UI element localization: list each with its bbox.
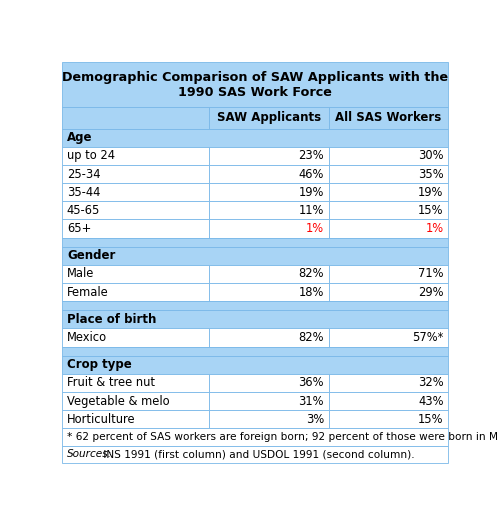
Text: Demographic Comparison of SAW Applicants with the
1990 SAS Work Force: Demographic Comparison of SAW Applicants… bbox=[62, 71, 448, 99]
Text: Horticulture: Horticulture bbox=[67, 413, 135, 426]
Text: up to 24: up to 24 bbox=[67, 149, 115, 162]
Text: 19%: 19% bbox=[298, 186, 324, 199]
Text: 35%: 35% bbox=[418, 167, 444, 180]
Text: 1%: 1% bbox=[425, 222, 444, 235]
Text: 1%: 1% bbox=[306, 222, 324, 235]
Text: 82%: 82% bbox=[298, 267, 324, 280]
Bar bbox=[329, 165, 448, 183]
Bar bbox=[62, 246, 448, 265]
Text: 19%: 19% bbox=[418, 186, 444, 199]
Bar bbox=[329, 219, 448, 238]
Text: Place of birth: Place of birth bbox=[67, 313, 156, 326]
Text: All SAS Workers: All SAS Workers bbox=[335, 111, 442, 124]
Bar bbox=[329, 265, 448, 283]
Text: Sources:: Sources: bbox=[67, 449, 112, 459]
Text: 30%: 30% bbox=[418, 149, 444, 162]
Text: Mexico: Mexico bbox=[67, 331, 107, 344]
Text: 15%: 15% bbox=[418, 204, 444, 217]
Bar bbox=[62, 62, 448, 107]
Bar bbox=[62, 301, 448, 310]
Text: 18%: 18% bbox=[298, 285, 324, 298]
Text: 29%: 29% bbox=[418, 285, 444, 298]
Bar bbox=[62, 446, 448, 463]
Bar bbox=[209, 392, 329, 410]
Text: Female: Female bbox=[67, 285, 109, 298]
Text: Fruit & tree nut: Fruit & tree nut bbox=[67, 376, 155, 389]
Text: 11%: 11% bbox=[298, 204, 324, 217]
Text: 71%: 71% bbox=[418, 267, 444, 280]
Bar bbox=[209, 219, 329, 238]
Bar bbox=[209, 329, 329, 347]
Text: 35-44: 35-44 bbox=[67, 186, 100, 199]
Text: 36%: 36% bbox=[298, 376, 324, 389]
Bar bbox=[62, 428, 448, 446]
Bar bbox=[209, 265, 329, 283]
Text: Gender: Gender bbox=[67, 249, 115, 262]
Bar bbox=[62, 183, 209, 201]
Bar bbox=[62, 107, 209, 128]
Bar bbox=[62, 329, 209, 347]
Text: 45-65: 45-65 bbox=[67, 204, 100, 217]
Bar bbox=[329, 392, 448, 410]
Text: Crop type: Crop type bbox=[67, 358, 131, 371]
Bar bbox=[209, 201, 329, 219]
Bar bbox=[62, 310, 448, 329]
Bar bbox=[62, 165, 209, 183]
Text: 15%: 15% bbox=[418, 413, 444, 426]
Text: 25-34: 25-34 bbox=[67, 167, 101, 180]
Bar bbox=[62, 265, 209, 283]
Text: 57%*: 57%* bbox=[412, 331, 444, 344]
Bar bbox=[329, 107, 448, 128]
Bar bbox=[62, 374, 209, 392]
Bar bbox=[329, 283, 448, 301]
Bar bbox=[209, 283, 329, 301]
Text: 31%: 31% bbox=[298, 395, 324, 408]
Text: SAW Applicants: SAW Applicants bbox=[217, 111, 321, 124]
Text: 43%: 43% bbox=[418, 395, 444, 408]
Bar bbox=[62, 410, 209, 428]
Text: 32%: 32% bbox=[418, 376, 444, 389]
Text: Age: Age bbox=[67, 131, 93, 144]
Bar bbox=[329, 183, 448, 201]
Bar bbox=[62, 147, 209, 165]
Text: 82%: 82% bbox=[298, 331, 324, 344]
Text: 23%: 23% bbox=[298, 149, 324, 162]
Bar bbox=[62, 347, 448, 356]
Bar bbox=[329, 147, 448, 165]
Bar bbox=[209, 147, 329, 165]
Bar bbox=[62, 392, 209, 410]
Bar bbox=[62, 356, 448, 374]
Text: * 62 percent of SAS workers are foreign born; 92 percent of those were born in M: * 62 percent of SAS workers are foreign … bbox=[67, 432, 498, 442]
Bar bbox=[62, 128, 448, 147]
Bar bbox=[62, 219, 209, 238]
Bar bbox=[329, 329, 448, 347]
Bar bbox=[209, 183, 329, 201]
Bar bbox=[209, 410, 329, 428]
Bar bbox=[329, 374, 448, 392]
Bar bbox=[209, 374, 329, 392]
Bar bbox=[62, 283, 209, 301]
Bar bbox=[62, 201, 209, 219]
Bar bbox=[209, 107, 329, 128]
Bar bbox=[209, 165, 329, 183]
Text: 65+: 65+ bbox=[67, 222, 91, 235]
Bar bbox=[329, 201, 448, 219]
Bar bbox=[329, 410, 448, 428]
Text: INS 1991 (first column) and USDOL 1991 (second column).: INS 1991 (first column) and USDOL 1991 (… bbox=[101, 449, 415, 459]
Text: 46%: 46% bbox=[298, 167, 324, 180]
Text: Vegetable & melo: Vegetable & melo bbox=[67, 395, 169, 408]
Text: 3%: 3% bbox=[306, 413, 324, 426]
Text: Male: Male bbox=[67, 267, 94, 280]
Bar bbox=[62, 238, 448, 246]
